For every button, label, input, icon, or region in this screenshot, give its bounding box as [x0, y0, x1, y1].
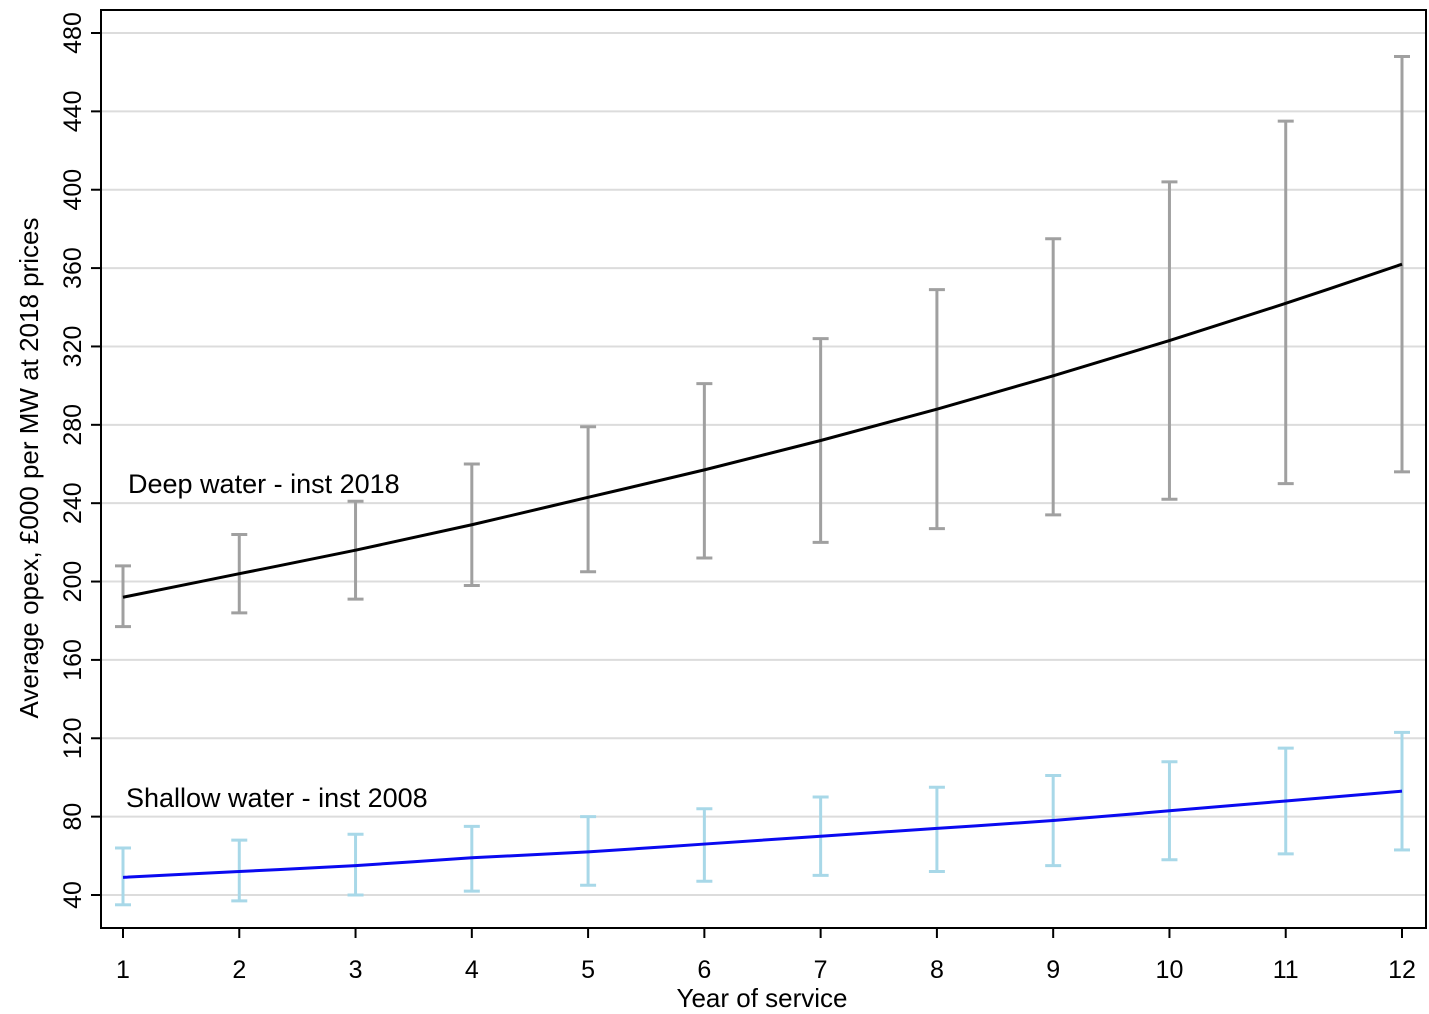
x-tick-label: 6	[697, 956, 711, 984]
series-label-deep-water: Deep water - inst 2018	[128, 469, 400, 499]
x-tick-label: 11	[1273, 956, 1299, 984]
y-tick-label: 440	[59, 91, 87, 133]
x-tick-label: 2	[232, 956, 246, 984]
y-tick-label: 280	[59, 404, 87, 446]
x-tick-label: 12	[1388, 956, 1416, 984]
y-tick-label: 160	[59, 639, 87, 681]
x-tick-label: 3	[349, 956, 363, 984]
x-axis-title: Year of service	[676, 983, 847, 1013]
y-tick-label: 200	[59, 561, 87, 603]
series-labels: Deep water - inst 2018 Shallow water - i…	[126, 469, 428, 813]
y-tick-label: 320	[59, 326, 87, 368]
x-tick-label: 7	[814, 956, 828, 984]
shallow-water-line	[122, 789, 1403, 879]
y-tick-label: 120	[59, 717, 87, 759]
grid-lines	[101, 32, 1426, 896]
y-tick-label: 360	[59, 247, 87, 289]
x-tick-label: 5	[581, 956, 595, 984]
y-tick-label: 480	[59, 12, 87, 54]
series-lines	[122, 262, 1403, 879]
error-bar	[580, 425, 597, 574]
x-tick-label: 4	[465, 956, 479, 984]
y-tick-label: 80	[59, 803, 87, 831]
x-tick-label: 8	[930, 956, 944, 984]
y-axis-title: Average opex, £000 per MW at 2018 prices	[14, 217, 44, 718]
y-tick-label: 240	[59, 482, 87, 524]
x-tick-label: 10	[1156, 956, 1184, 984]
x-tick-label: 9	[1046, 956, 1060, 984]
y-tick-label: 400	[59, 169, 87, 211]
deep-water-line	[122, 262, 1403, 599]
plot-frame	[100, 9, 1427, 929]
x-tick-label: 1	[116, 956, 130, 984]
series-label-shallow-water: Shallow water - inst 2008	[126, 783, 428, 813]
y-tick-label: 40	[59, 881, 87, 909]
